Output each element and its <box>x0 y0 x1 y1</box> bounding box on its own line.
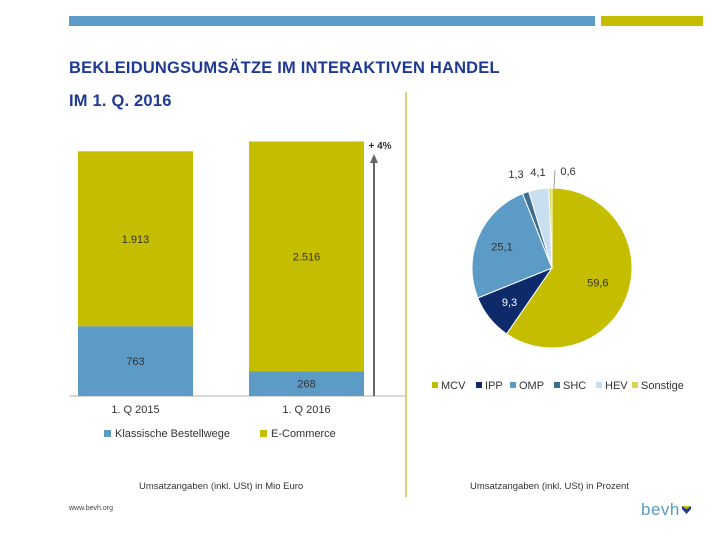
pie-leader-line <box>553 169 556 189</box>
x-tick-label: 1. Q 2015 <box>111 404 159 416</box>
legend-swatch <box>632 382 638 388</box>
legend-label: SHC <box>563 380 586 392</box>
bar-chart-caption: Umsatzangaben (inkl. USt) in Mio Euro <box>139 481 304 492</box>
bar-segment <box>78 326 193 396</box>
bar-value-label: 763 <box>126 356 144 368</box>
bar-value-label: 2.516 <box>293 251 321 263</box>
pie-slice <box>505 187 633 349</box>
page-title: BEKLEIDUNGSUMSÄTZE IM INTERAKTIVEN HANDE… <box>69 59 500 77</box>
bar-value-label: 1.913 <box>122 234 150 246</box>
bar-segment <box>249 371 364 396</box>
section-divider <box>405 92 407 497</box>
legend-label: Klassische Bestellwege <box>115 428 230 440</box>
legend-swatch <box>554 382 560 388</box>
logo-mark-icon <box>681 506 691 514</box>
growth-arrow-head <box>370 154 378 163</box>
legend-label: IPP <box>485 380 503 392</box>
pie-slice <box>471 192 553 299</box>
growth-annotation: + 4% <box>368 141 391 152</box>
legend-label: OMP <box>519 380 544 392</box>
pie-value-label: 25,1 <box>491 242 512 254</box>
legend-label: MCV <box>441 380 466 392</box>
pie-value-label: 0,6 <box>560 166 575 178</box>
legend-swatch <box>432 382 438 388</box>
header-bar-olive <box>601 16 703 26</box>
logo-text: bevh <box>641 500 680 519</box>
legend-swatch <box>104 430 111 437</box>
legend-swatch <box>476 382 482 388</box>
pie-value-label: 59,6 <box>587 277 608 289</box>
pie-slice <box>548 187 553 269</box>
legend-swatch <box>260 430 267 437</box>
legend-swatch <box>596 382 602 388</box>
pie-value-label: 4,1 <box>530 167 545 179</box>
page-subtitle: IM 1. Q. 2016 <box>69 92 172 110</box>
footer-url[interactable]: www.bevh.org <box>69 505 113 512</box>
bar-segment <box>249 141 364 372</box>
legend-label: Sonstige <box>641 380 684 392</box>
header-bar-blue <box>69 16 595 26</box>
bar-segment <box>78 151 193 327</box>
pie-value-label: 1,3 <box>508 169 523 181</box>
legend-label: E-Commerce <box>271 428 336 440</box>
legend-label: HEV <box>605 380 628 392</box>
pie-value-label: 9,3 <box>502 297 517 309</box>
x-tick-label: 1. Q 2016 <box>282 404 330 416</box>
bar-value-label: 268 <box>297 379 315 391</box>
bevh-logo: bevh <box>641 500 691 520</box>
legend-swatch <box>510 382 516 388</box>
pie-chart-caption: Umsatzangaben (inkl. USt) in Prozent <box>470 481 629 492</box>
